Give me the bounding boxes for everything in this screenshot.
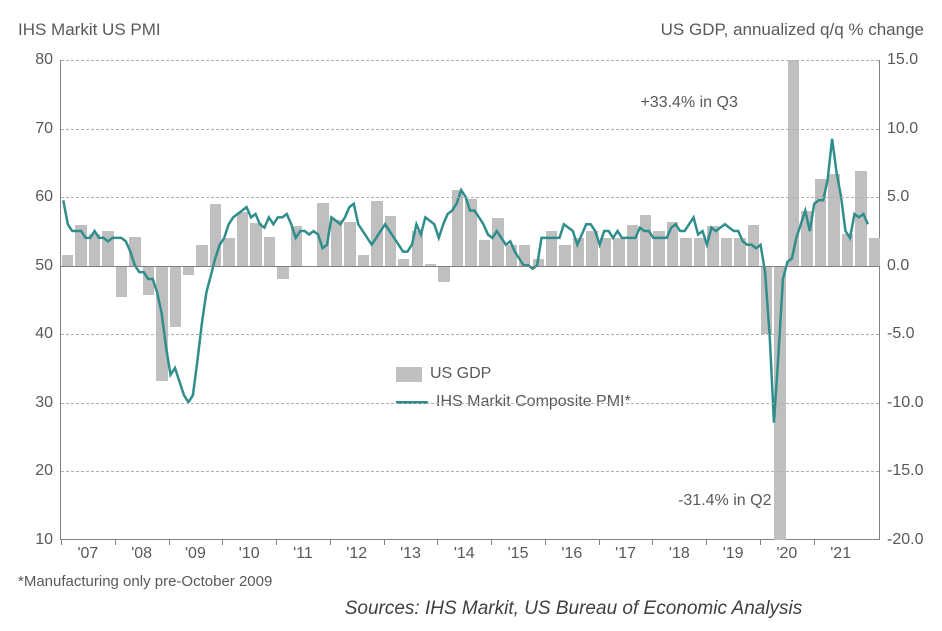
ytick-left: 10 [35,531,53,549]
xtick-mark [652,539,653,545]
ytick-left: 80 [35,51,53,69]
xtick-label: '09 [185,545,206,563]
xtick-mark [545,539,546,545]
xtick-label: '13 [400,545,421,563]
legend-swatch-bar [396,367,422,382]
footnote: *Manufacturing only pre-October 2009 [18,573,272,590]
chart-container: IHS Markit US PMI US GDP, annualized q/q… [0,0,942,631]
xtick-mark [61,539,62,545]
xtick-mark [491,539,492,545]
xtick-label: '21 [830,545,851,563]
xtick-mark [330,539,331,545]
xtick-label: '12 [346,545,367,563]
plot-area: US GDPIHS Markit Composite PMI* 10203040… [60,60,880,540]
xtick-mark [760,539,761,545]
ytick-right: -5.0 [887,325,915,343]
ytick-left: 50 [35,257,53,275]
legend-row: US GDP [396,365,631,383]
xtick-label: '16 [561,545,582,563]
xtick-label: '10 [239,545,260,563]
xtick-label: '08 [131,545,152,563]
ytick-right: -15.0 [887,462,923,480]
gridline [61,129,879,130]
xtick-mark [115,539,116,545]
gridline [61,334,879,335]
annotation: -31.4% in Q2 [678,492,771,510]
xtick-mark [814,539,815,545]
gridline [61,60,879,61]
ytick-left: 40 [35,325,53,343]
ytick-right: 10.0 [887,120,918,138]
xtick-label: '19 [723,545,744,563]
xtick-label: '15 [508,545,529,563]
ytick-left: 70 [35,120,53,138]
xtick-mark [599,539,600,545]
y-axis-left-title: IHS Markit US PMI [18,20,161,40]
xtick-label: '07 [77,545,98,563]
legend: US GDPIHS Markit Composite PMI* [396,365,631,421]
legend-label: US GDP [430,365,491,383]
ytick-left: 60 [35,188,53,206]
xtick-mark [169,539,170,545]
xtick-label: '17 [615,545,636,563]
xtick-mark [706,539,707,545]
gridline [61,197,879,198]
y-axis-right-title: US GDP, annualized q/q % change [661,20,924,40]
sources: Sources: IHS Markit, US Bureau of Econom… [215,598,932,620]
xtick-mark [276,539,277,545]
ytick-left: 20 [35,462,53,480]
ytick-right: -10.0 [887,394,923,412]
annotation: +33.4% in Q3 [640,94,737,112]
xtick-mark [384,539,385,545]
xtick-label: '14 [454,545,475,563]
ytick-right: 5.0 [887,188,909,206]
zero-line [61,266,879,267]
xtick-mark [437,539,438,545]
xtick-label: '11 [293,545,313,563]
ytick-right: 15.0 [887,51,918,69]
xtick-mark [222,539,223,545]
gridline [61,471,879,472]
xtick-label: '20 [776,545,797,563]
ytick-right: 0.0 [887,257,909,275]
gridline [61,403,879,404]
xtick-label: '18 [669,545,690,563]
ytick-left: 30 [35,394,53,412]
pmi-line-svg [61,60,879,539]
ytick-right: -20.0 [887,531,923,549]
